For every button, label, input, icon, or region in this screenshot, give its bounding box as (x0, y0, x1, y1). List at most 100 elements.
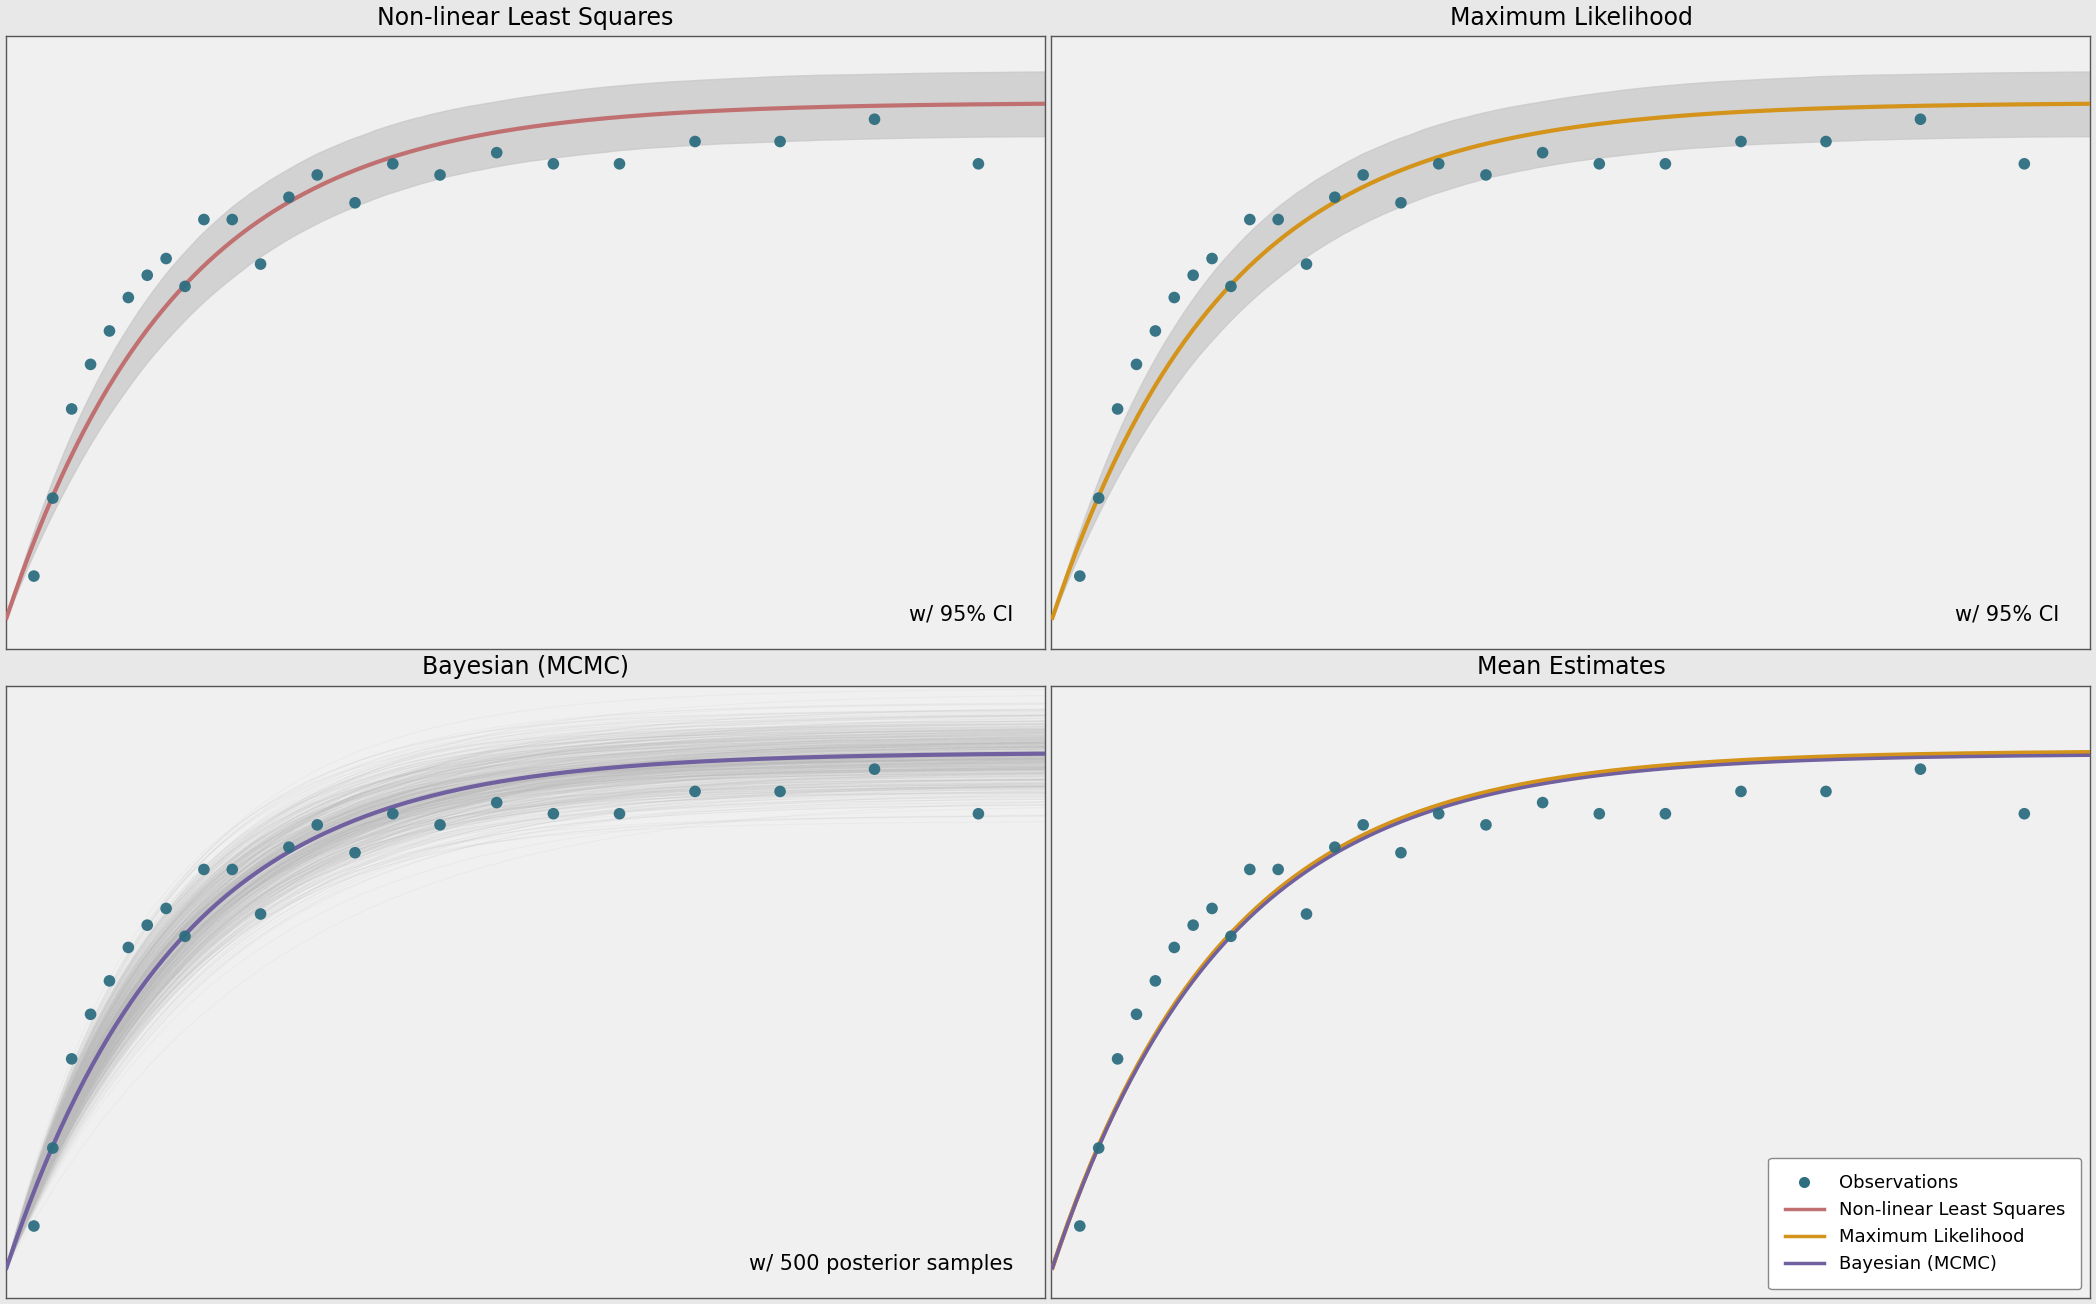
Point (130, 914, 163, 935)
Point (1138, 970, 1172, 991)
Point (1469, 164, 1503, 185)
Point (1082, 488, 1115, 509)
Point (537, 803, 570, 824)
Point (480, 792, 514, 812)
Point (1289, 254, 1323, 275)
Point (1214, 276, 1247, 297)
Text: w/ 95% CI: w/ 95% CI (910, 604, 1012, 625)
Text: w/ 95% CI: w/ 95% CI (1956, 604, 2058, 625)
Point (1100, 399, 1134, 420)
Point (857, 108, 891, 129)
Point (1176, 914, 1209, 935)
Point (300, 815, 333, 836)
Point (1232, 209, 1266, 230)
Point (1063, 1215, 1096, 1236)
Point (1262, 209, 1295, 230)
Point (187, 209, 220, 230)
Point (1421, 803, 1455, 824)
Point (92, 321, 126, 342)
Point (272, 837, 306, 858)
Point (130, 265, 163, 286)
Point (54, 1048, 88, 1069)
Point (1346, 815, 1379, 836)
Point (679, 132, 713, 153)
Point (216, 209, 249, 230)
Point (763, 132, 796, 153)
Title: Bayesian (MCMC): Bayesian (MCMC) (421, 656, 629, 679)
Point (480, 142, 514, 163)
Point (300, 164, 333, 185)
Point (17, 1215, 50, 1236)
Point (1063, 566, 1096, 587)
Point (604, 803, 637, 824)
Title: Maximum Likelihood: Maximum Likelihood (1450, 5, 1691, 30)
Point (337, 193, 371, 214)
Point (1318, 186, 1352, 207)
Point (537, 154, 570, 175)
Point (1809, 132, 1842, 153)
Point (1100, 1048, 1134, 1069)
Point (243, 254, 277, 275)
Point (1195, 248, 1228, 269)
Point (1650, 803, 1683, 824)
Point (1526, 142, 1559, 163)
Point (1119, 1004, 1153, 1025)
Point (1176, 265, 1209, 286)
Point (149, 248, 182, 269)
Point (423, 815, 457, 836)
Point (1195, 898, 1228, 919)
Title: Non-linear Least Squares: Non-linear Least Squares (377, 5, 673, 30)
Point (168, 276, 201, 297)
Point (2008, 803, 2042, 824)
Point (1157, 287, 1191, 308)
Point (111, 938, 145, 958)
Point (54, 399, 88, 420)
Point (149, 898, 182, 919)
Point (1157, 938, 1191, 958)
Point (1469, 815, 1503, 836)
Point (375, 154, 409, 175)
Point (375, 803, 409, 824)
Point (1119, 353, 1153, 374)
Point (1725, 132, 1759, 153)
Point (73, 353, 107, 374)
Point (36, 1137, 69, 1158)
Point (1289, 904, 1323, 925)
Point (423, 164, 457, 185)
Point (1809, 781, 1842, 802)
Point (337, 842, 371, 863)
Point (1214, 926, 1247, 947)
Point (1582, 154, 1616, 175)
Title: Mean Estimates: Mean Estimates (1476, 656, 1666, 679)
Point (272, 186, 306, 207)
Point (168, 926, 201, 947)
Point (1903, 759, 1937, 780)
Point (1903, 108, 1937, 129)
Point (111, 287, 145, 308)
Point (1318, 837, 1352, 858)
Point (73, 1004, 107, 1025)
Point (1082, 1137, 1115, 1158)
Point (36, 488, 69, 509)
Point (187, 859, 220, 880)
Point (1346, 164, 1379, 185)
Point (2008, 154, 2042, 175)
Point (1383, 842, 1417, 863)
Point (962, 154, 996, 175)
Point (763, 781, 796, 802)
Point (1232, 859, 1266, 880)
Point (1526, 792, 1559, 812)
Point (1421, 154, 1455, 175)
Point (92, 970, 126, 991)
Point (216, 859, 249, 880)
Point (604, 154, 637, 175)
Legend: Observations, Non-linear Least Squares, Maximum Likelihood, Bayesian (MCMC): Observations, Non-linear Least Squares, … (1769, 1158, 2081, 1290)
Point (962, 803, 996, 824)
Point (1383, 193, 1417, 214)
Point (1138, 321, 1172, 342)
Point (243, 904, 277, 925)
Text: w/ 500 posterior samples: w/ 500 posterior samples (748, 1254, 1012, 1274)
Point (1725, 781, 1759, 802)
Point (1582, 803, 1616, 824)
Point (17, 566, 50, 587)
